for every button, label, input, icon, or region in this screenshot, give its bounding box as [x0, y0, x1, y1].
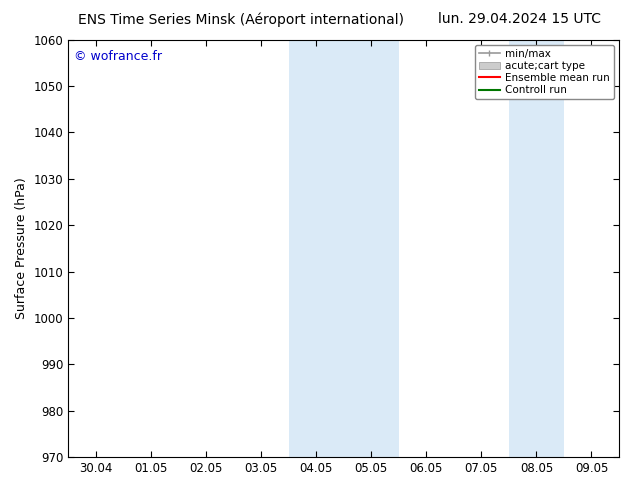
Text: © wofrance.fr: © wofrance.fr — [74, 50, 162, 63]
Y-axis label: Surface Pressure (hPa): Surface Pressure (hPa) — [15, 177, 28, 319]
Legend: min/max, acute;cart type, Ensemble mean run, Controll run: min/max, acute;cart type, Ensemble mean … — [475, 45, 614, 99]
Text: ENS Time Series Minsk (Aéroport international): ENS Time Series Minsk (Aéroport internat… — [78, 12, 404, 27]
Bar — [288, 40, 399, 457]
Text: lun. 29.04.2024 15 UTC: lun. 29.04.2024 15 UTC — [438, 12, 602, 26]
Bar — [509, 40, 564, 457]
